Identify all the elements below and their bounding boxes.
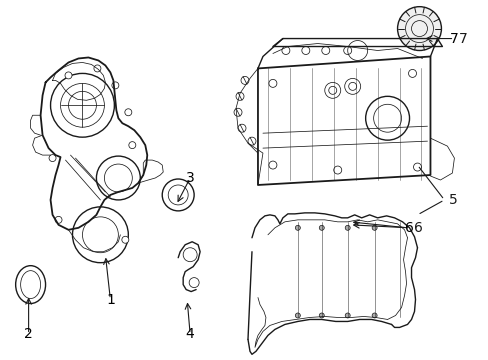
Circle shape [345,313,349,318]
Circle shape [268,80,276,87]
Circle shape [281,46,289,54]
Circle shape [295,313,300,318]
Circle shape [49,154,56,162]
Circle shape [333,166,341,174]
Circle shape [407,69,416,77]
Circle shape [189,278,199,288]
Circle shape [321,46,329,54]
Circle shape [55,216,62,223]
Circle shape [268,161,276,169]
Text: 7: 7 [457,32,466,46]
Circle shape [371,225,376,230]
Text: 4: 4 [185,327,194,341]
Circle shape [65,72,72,79]
Circle shape [94,65,101,72]
Circle shape [241,76,248,84]
Text: 3: 3 [185,171,194,185]
Circle shape [413,163,421,171]
Circle shape [319,225,324,230]
Circle shape [295,225,300,230]
Circle shape [234,108,242,116]
Circle shape [112,82,119,89]
Text: 7: 7 [449,32,458,46]
Circle shape [124,109,132,116]
Circle shape [301,46,309,54]
Circle shape [371,313,376,318]
Text: 2: 2 [24,327,33,341]
Circle shape [122,236,128,243]
Circle shape [345,225,349,230]
Text: 1: 1 [106,293,115,306]
Text: 6: 6 [404,221,413,235]
Text: 5: 5 [448,193,457,207]
Circle shape [397,7,441,50]
Circle shape [238,124,245,132]
Circle shape [319,313,324,318]
Circle shape [128,141,136,149]
Circle shape [247,137,255,145]
Circle shape [343,46,351,54]
Circle shape [236,92,244,100]
Text: 6: 6 [413,221,422,235]
